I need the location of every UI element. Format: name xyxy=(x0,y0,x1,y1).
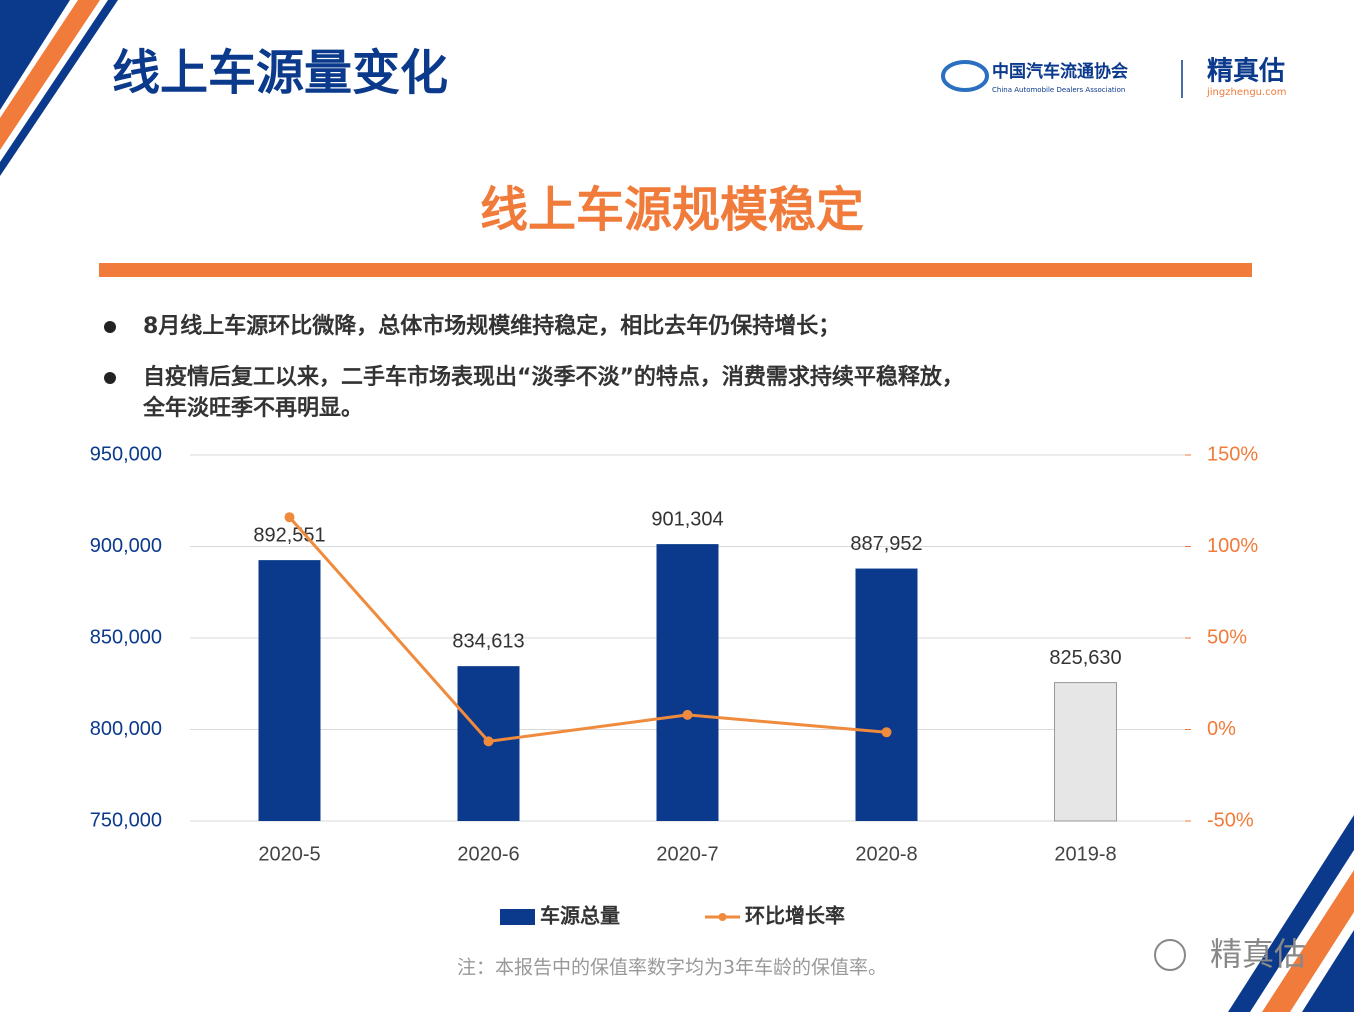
line-point xyxy=(682,709,693,720)
x-tick-label: 2020-5 xyxy=(258,843,320,865)
legend-swatch xyxy=(718,913,727,921)
value-label: 892,551 xyxy=(253,524,325,546)
bar xyxy=(656,544,719,821)
logo-org-cn: 中国汽车流通协会 xyxy=(992,61,1128,82)
legend-label: 环比增长率 xyxy=(745,904,845,928)
corner-stripe xyxy=(1228,815,1354,1012)
bullet-text: 全年淡旺季不再明显。 xyxy=(142,395,363,421)
header-title: 线上车源量变化 xyxy=(112,45,448,101)
y-tick-label: 900,000 xyxy=(90,535,162,557)
logo-brand: 精真估 xyxy=(1207,57,1285,87)
x-tick-label: 2020-8 xyxy=(855,843,917,865)
y2-tick-label: 0% xyxy=(1207,718,1236,740)
value-label: 901,304 xyxy=(651,508,723,530)
value-label: 825,630 xyxy=(1049,647,1121,669)
corner-stripe xyxy=(0,0,118,176)
y2-tick-label: 50% xyxy=(1207,626,1247,648)
logo-org-en: China Automobile Dealers Association xyxy=(992,86,1125,94)
subtitle: 线上车源规模稳定 xyxy=(480,182,864,238)
logo-icon xyxy=(941,60,989,92)
y-tick-label: 850,000 xyxy=(90,626,162,648)
logo-url: jingzhengu.com xyxy=(1206,87,1287,98)
bar xyxy=(1054,682,1117,822)
y2-tick-label: 100% xyxy=(1207,535,1258,557)
watermark: 精真估 xyxy=(1210,935,1306,973)
line-point xyxy=(284,512,295,523)
corner-stripe xyxy=(1302,930,1354,1012)
corner-stripe xyxy=(0,0,70,110)
y-tick-label: 950,000 xyxy=(90,443,162,465)
value-label: 887,952 xyxy=(850,533,922,555)
bullet-text: 8月线上车源环比微降，总体市场规模维持稳定，相比去年仍保持增长； xyxy=(143,313,840,339)
y2-tick-label: -50% xyxy=(1207,809,1254,831)
bullet-dot xyxy=(104,372,116,384)
line xyxy=(288,516,887,743)
y-tick-label: 800,000 xyxy=(90,718,162,740)
line-point xyxy=(483,736,494,747)
corner-stripe xyxy=(1262,870,1354,1012)
line-point xyxy=(881,727,892,738)
divider-bar xyxy=(99,263,1252,277)
x-tick-label: 2019-8 xyxy=(1054,843,1116,865)
value-label: 834,613 xyxy=(452,630,524,652)
legend-label: 车源总量 xyxy=(540,904,620,928)
bar xyxy=(855,568,918,821)
x-tick-label: 2020-6 xyxy=(457,843,519,865)
wechat-icon xyxy=(1154,939,1186,971)
x-tick-label: 2020-7 xyxy=(656,843,718,865)
bullet-text: 自疫情后复工以来，二手车市场表现出“淡季不淡”的特点，消费需求持续平稳释放， xyxy=(143,364,964,390)
legend-swatch xyxy=(500,909,535,925)
footnote: 注：本报告中的保值率数字均为3年车龄的保值率。 xyxy=(457,957,887,979)
corner-stripe xyxy=(0,0,100,150)
y-tick-label: 750,000 xyxy=(90,809,162,831)
y2-tick-label: 150% xyxy=(1207,443,1258,465)
bullet-dot xyxy=(104,321,116,333)
bar xyxy=(258,560,321,821)
